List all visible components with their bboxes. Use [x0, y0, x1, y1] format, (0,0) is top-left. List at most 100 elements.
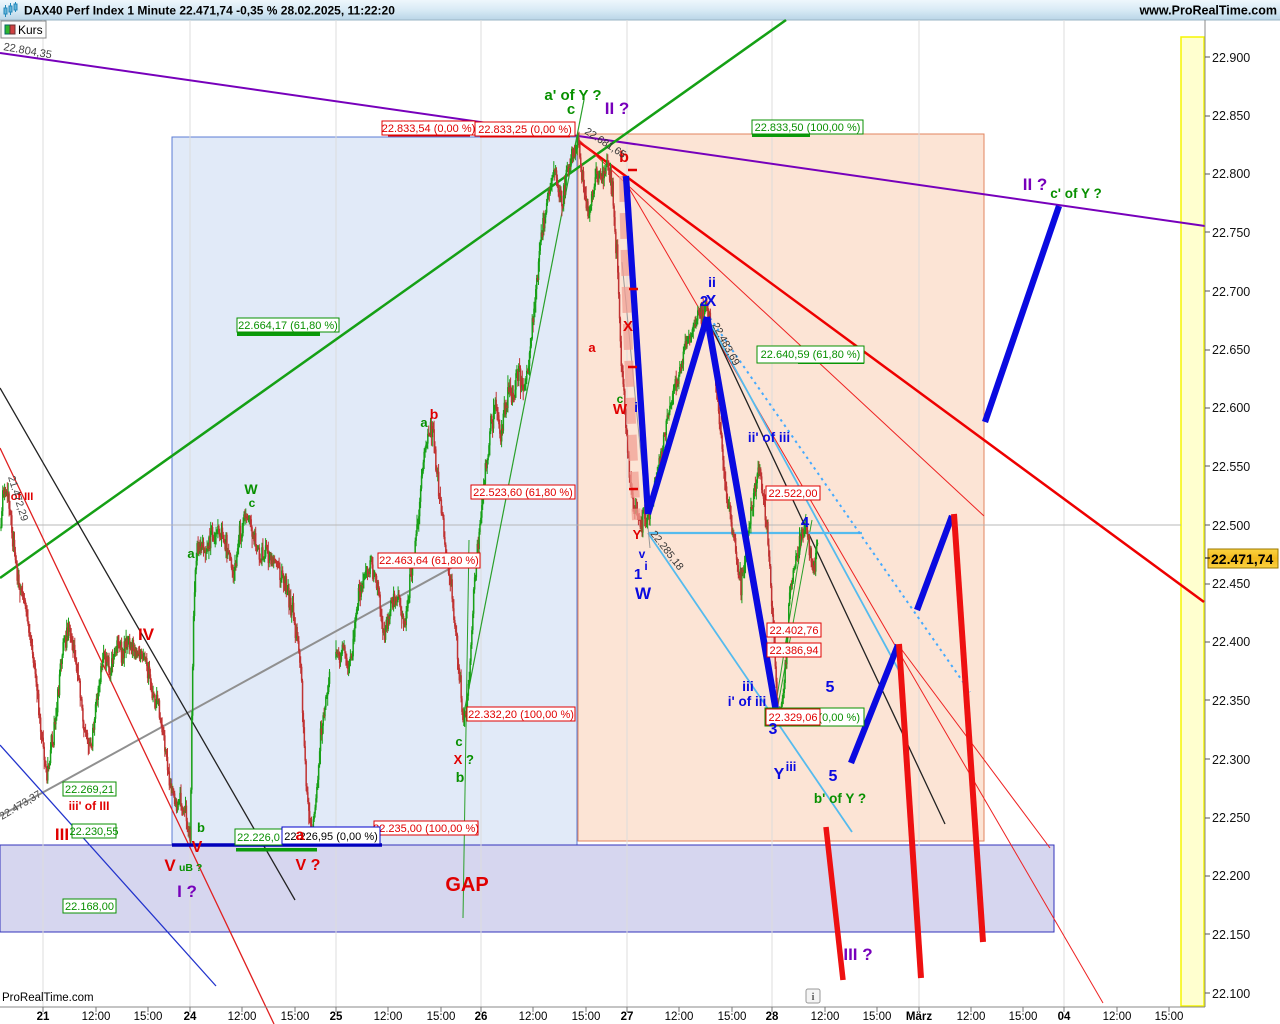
svg-text:22.500: 22.500	[1212, 519, 1250, 533]
svg-text:12:00: 12:00	[374, 1011, 403, 1023]
svg-text:a' of Y ?: a' of Y ?	[544, 87, 601, 104]
svg-text:12:00: 12:00	[811, 1011, 840, 1023]
svg-text:i' of iii: i' of iii	[728, 694, 766, 709]
svg-text:W: W	[635, 584, 652, 603]
svg-text:iii' of III: iii' of III	[69, 799, 110, 813]
svg-text:4: 4	[801, 514, 810, 531]
svg-text:22.230,55: 22.230,55	[70, 826, 119, 838]
svg-text:b: b	[197, 820, 205, 835]
svg-text:V: V	[192, 839, 203, 856]
svg-text:24: 24	[184, 1011, 197, 1023]
svg-text:?: ?	[466, 752, 474, 767]
svg-text:X: X	[454, 752, 463, 767]
svg-text:22.833,54 (0,00 %): 22.833,54 (0,00 %)	[382, 123, 476, 135]
svg-text:(0,00 %): (0,00 %)	[818, 712, 860, 724]
svg-text:V: V	[164, 856, 176, 875]
svg-text:ii: ii	[634, 399, 642, 415]
svg-text:b: b	[456, 769, 465, 785]
svg-text:22.329,06: 22.329,06	[769, 712, 818, 724]
svg-text:22.463,64 (61,80 %): 22.463,64 (61,80 %)	[379, 555, 479, 567]
svg-text:15:00: 15:00	[863, 1011, 892, 1023]
svg-text:Y: Y	[633, 527, 642, 542]
svg-text:22.833,25 (0,00 %): 22.833,25 (0,00 %)	[478, 124, 572, 136]
svg-text:27: 27	[621, 1011, 634, 1023]
svg-text:III: III	[55, 825, 69, 844]
svg-text:22.750: 22.750	[1212, 226, 1250, 240]
svg-text:22.450: 22.450	[1212, 577, 1250, 591]
svg-text:iii: iii	[742, 678, 754, 694]
svg-text:III ?: III ?	[843, 945, 872, 964]
svg-text:März: März	[906, 1011, 932, 1023]
svg-text:22.150: 22.150	[1212, 928, 1250, 942]
svg-text:22.650: 22.650	[1212, 343, 1250, 357]
svg-text:22.550: 22.550	[1212, 460, 1250, 474]
svg-text:12:00: 12:00	[665, 1011, 694, 1023]
svg-text:22.300: 22.300	[1212, 753, 1250, 767]
svg-text:V ?: V ?	[296, 857, 321, 874]
svg-text:X: X	[706, 293, 717, 310]
svg-text:15:00: 15:00	[1155, 1011, 1184, 1023]
svg-text:12:00: 12:00	[82, 1011, 111, 1023]
svg-text:i: i	[812, 992, 815, 1003]
svg-text:15:00: 15:00	[427, 1011, 456, 1023]
svg-text:22.400: 22.400	[1212, 635, 1250, 649]
svg-text:c: c	[249, 496, 256, 510]
svg-text:b: b	[430, 406, 439, 422]
svg-text:ProRealTime.com: ProRealTime.com	[2, 992, 94, 1004]
svg-text:ii' of iii: ii' of iii	[748, 430, 790, 445]
svg-text:15:00: 15:00	[281, 1011, 310, 1023]
svg-text:22.664,17 (61,80 %): 22.664,17 (61,80 %)	[238, 320, 338, 332]
svg-text:22.235,00 (100,00 %): 22.235,00 (100,00 %)	[373, 823, 479, 835]
svg-text:12:00: 12:00	[228, 1011, 257, 1023]
svg-text:I ?: I ?	[177, 882, 197, 901]
svg-text:v: v	[639, 547, 646, 561]
svg-text:X: X	[623, 318, 633, 335]
svg-text:22.402,76: 22.402,76	[770, 625, 819, 637]
svg-text:Y: Y	[774, 766, 785, 783]
svg-text:ii: ii	[708, 274, 716, 290]
svg-text:II ?: II ?	[1023, 175, 1048, 194]
svg-text:22.226,0: 22.226,0	[237, 832, 280, 844]
svg-text:22.523,60 (61,80 %): 22.523,60 (61,80 %)	[473, 487, 573, 499]
svg-text:1: 1	[634, 566, 642, 583]
svg-text:15:00: 15:00	[1009, 1011, 1038, 1023]
svg-text:28: 28	[766, 1011, 779, 1023]
svg-text:iii: iii	[786, 759, 797, 774]
svg-text:22.800: 22.800	[1212, 167, 1250, 181]
svg-text:12:00: 12:00	[957, 1011, 986, 1023]
svg-text:22.332,20 (100,00 %): 22.332,20 (100,00 %)	[468, 709, 574, 721]
svg-text:04: 04	[1058, 1011, 1071, 1023]
svg-text:22.100: 22.100	[1212, 987, 1250, 1001]
svg-text:b' of Y ?: b' of Y ?	[814, 791, 866, 806]
svg-text:22.640,59 (61,80 %): 22.640,59 (61,80 %)	[761, 349, 861, 361]
svg-text:21: 21	[37, 1011, 50, 1023]
svg-text:c' of Y ?: c' of Y ?	[1050, 186, 1101, 201]
svg-text:c: c	[567, 101, 575, 118]
svg-text:c: c	[455, 734, 462, 749]
svg-text:25: 25	[330, 1011, 343, 1023]
svg-text:b: b	[619, 149, 629, 166]
svg-text:22.850: 22.850	[1212, 109, 1250, 123]
svg-text:12:00: 12:00	[1103, 1011, 1132, 1023]
svg-text:22.226,95 (0,00 %): 22.226,95 (0,00 %)	[284, 831, 378, 843]
svg-text:5: 5	[829, 768, 838, 785]
svg-text:22.269,21: 22.269,21	[65, 784, 114, 796]
svg-text:DAX40 Perf Index 1 Minute 22.4: DAX40 Perf Index 1 Minute 22.471,74 -0,3…	[24, 4, 395, 18]
svg-text:22.471,74: 22.471,74	[1211, 551, 1273, 567]
svg-text:a: a	[420, 415, 428, 430]
svg-text:2: 2	[700, 293, 708, 310]
svg-text:W: W	[244, 481, 258, 497]
svg-text:5: 5	[826, 679, 835, 696]
svg-text:22.522,00: 22.522,00	[769, 488, 818, 500]
svg-text:22.168,00: 22.168,00	[65, 901, 114, 913]
svg-text:22.833,50 (100,00 %): 22.833,50 (100,00 %)	[755, 122, 861, 134]
svg-text:i: i	[644, 559, 647, 573]
svg-text:22.900: 22.900	[1212, 51, 1250, 65]
svg-text:a: a	[588, 340, 596, 355]
svg-text:15:00: 15:00	[718, 1011, 747, 1023]
svg-text:www.ProRealTime.com: www.ProRealTime.com	[1138, 4, 1277, 18]
svg-text:a: a	[187, 546, 195, 561]
svg-text:of III: of III	[11, 491, 34, 503]
svg-text:26: 26	[475, 1011, 488, 1023]
svg-text:22.600: 22.600	[1212, 401, 1250, 415]
